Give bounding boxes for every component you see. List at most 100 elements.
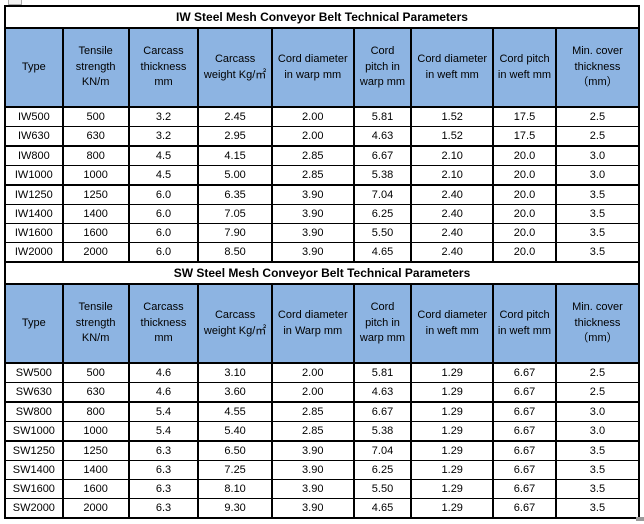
- table-cell: 2.85: [270, 165, 355, 186]
- table-cell: SW630: [4, 382, 64, 403]
- table-cell: 1.52: [410, 106, 495, 127]
- table-cell: SW2000: [4, 498, 64, 519]
- table-cell: 1000: [61, 165, 130, 186]
- table-cell: 1000: [61, 421, 130, 442]
- table-row: SW1400 1400 6.3 7.25 3.90 6.25 1.29 6.67 3.5: [4, 460, 641, 480]
- table-cell: 20.0: [492, 204, 557, 224]
- table-row: IW1400 1400 6.0 7.05 3.90 6.25 2.40 20.0 3.5: [4, 204, 641, 224]
- table-row: SW1000 1000 5.4 5.40 2.85 5.38 1.29 6.67 3.0: [4, 421, 641, 442]
- table-cell: 17.5: [492, 126, 557, 147]
- table-cell: 6.3: [127, 498, 200, 519]
- table-cell: 4.6: [127, 362, 200, 383]
- iw-table-header-row: Type Tensile strength KN/m Carcass thickne…: [4, 27, 641, 108]
- table-cell: IW1400: [4, 204, 64, 224]
- table-cell: 2.40: [410, 242, 495, 263]
- column-header-8: Min. cover thickness （mm）: [554, 283, 641, 364]
- sw-table-header-row: Type Tensile strength KN/m Carcass thickne…: [4, 283, 641, 364]
- table-cell: 1.29: [410, 362, 495, 383]
- table-cell: 6.67: [492, 421, 557, 442]
- table-cell: 6.0: [127, 204, 200, 224]
- table-cell: 4.65: [352, 498, 413, 519]
- table-cell: 6.3: [127, 479, 200, 499]
- table-row: SW630 630 4.6 3.60 2.00 4.63 1.29 6.67 2.5: [4, 382, 641, 403]
- table-cell: 6.67: [492, 440, 557, 461]
- table-cell: 3.0: [554, 145, 641, 166]
- table-cell: 2.5: [554, 382, 641, 403]
- table-cell: 20.0: [492, 242, 557, 263]
- table-cell: 2.00: [270, 382, 355, 403]
- table-cell: IW1000: [4, 165, 64, 186]
- table-cell: 2.40: [410, 204, 495, 224]
- column-header-0: Type: [4, 283, 64, 364]
- table-cell: 2.40: [410, 223, 495, 243]
- table-cell: 6.67: [492, 479, 557, 499]
- table-cell: 1600: [61, 223, 130, 243]
- table-cell: IW500: [4, 106, 64, 127]
- table-cell: 6.67: [492, 460, 557, 480]
- table-cell: 4.55: [197, 401, 273, 422]
- table-cell: 5.40: [197, 421, 273, 442]
- table-cell: 1.29: [410, 498, 495, 519]
- resize-handle-icon: [636, 517, 644, 521]
- table-row: IW800 800 4.5 4.15 2.85 6.67 2.10 20.0 3.0: [4, 145, 641, 166]
- table-cell: 6.50: [197, 440, 273, 461]
- table-cell: 1.29: [410, 460, 495, 480]
- table-cell: 8.50: [197, 242, 273, 263]
- table-cell: 7.25: [197, 460, 273, 480]
- table-cell: 20.0: [492, 165, 557, 186]
- table-cell: 1.29: [410, 382, 495, 403]
- iw-table-title: IW Steel Mesh Conveyor Belt Technical Pa…: [4, 5, 640, 29]
- table-cell: 2000: [61, 498, 130, 519]
- table-cell: 1400: [61, 460, 130, 480]
- table-cell: 630: [61, 126, 130, 147]
- table-cell: 2.85: [270, 145, 355, 166]
- table-cell: 6.67: [492, 362, 557, 383]
- table-cell: 6.67: [352, 145, 413, 166]
- table-cell: 2.00: [270, 126, 355, 147]
- table-cell: 3.90: [270, 223, 355, 243]
- table-cell: IW1250: [4, 184, 64, 205]
- column-header-8: Min. cover thickness （mm）: [554, 27, 641, 108]
- column-header-5: Cord pitch in warp mm: [352, 283, 413, 364]
- table-cell: 7.04: [352, 184, 413, 205]
- table-cell: 7.04: [352, 440, 413, 461]
- table-cell: SW800: [4, 401, 64, 422]
- table-cell: 1250: [61, 440, 130, 461]
- table-row: SW800 800 5.4 4.55 2.85 6.67 1.29 6.67 3.0: [4, 401, 641, 422]
- table-cell: 5.50: [352, 223, 413, 243]
- table-cell: 1.29: [410, 440, 495, 461]
- column-header-4: Cord diameter in Warp mm: [270, 283, 355, 364]
- table-row: IW1250 1250 6.0 6.35 3.90 7.04 2.40 20.0 3.5: [4, 184, 641, 205]
- table-cell: 4.6: [127, 382, 200, 403]
- table-cell: 20.0: [492, 223, 557, 243]
- column-header-6: Cord diameter in weft mm: [410, 283, 495, 364]
- table-cell: SW1400: [4, 460, 64, 480]
- table-row: IW500 500 3.2 2.45 2.00 5.81 1.52 17.5 2.5: [4, 106, 641, 127]
- table-cell: 1.52: [410, 126, 495, 147]
- table-cell: 3.5: [554, 479, 641, 499]
- table-cell: 1250: [61, 184, 130, 205]
- table-cell: 3.10: [197, 362, 273, 383]
- table-cell: 3.90: [270, 242, 355, 263]
- table-row: SW500 500 4.6 3.10 2.00 5.81 1.29 6.67 2.5: [4, 362, 641, 383]
- table-cell: 3.2: [127, 106, 200, 127]
- table-row: IW1600 1600 6.0 7.90 3.90 5.50 2.40 20.0 3.5: [4, 223, 641, 243]
- table-cell: 6.25: [352, 204, 413, 224]
- table-cell: 500: [61, 106, 130, 127]
- column-header-7: Cord pitch in weft mm: [492, 27, 557, 108]
- table-cell: 3.90: [270, 498, 355, 519]
- table-row: IW630 630 3.2 2.95 2.00 4.63 1.52 17.5 2.5: [4, 126, 641, 147]
- table-cell: 5.81: [352, 362, 413, 383]
- table-cell: IW630: [4, 126, 64, 147]
- crop-artifact-icon: [8, 0, 22, 5]
- table-cell: 1.29: [410, 479, 495, 499]
- column-header-3: Carcass weight Kg/㎡: [197, 283, 273, 364]
- table-cell: 3.5: [554, 498, 641, 519]
- table-cell: 3.5: [554, 440, 641, 461]
- table-cell: 630: [61, 382, 130, 403]
- table-cell: 3.90: [270, 460, 355, 480]
- table-row: SW1600 1600 6.3 8.10 3.90 5.50 1.29 6.67 3.5: [4, 479, 641, 499]
- table-cell: 1600: [61, 479, 130, 499]
- table-cell: 6.35: [197, 184, 273, 205]
- table-cell: 4.65: [352, 242, 413, 263]
